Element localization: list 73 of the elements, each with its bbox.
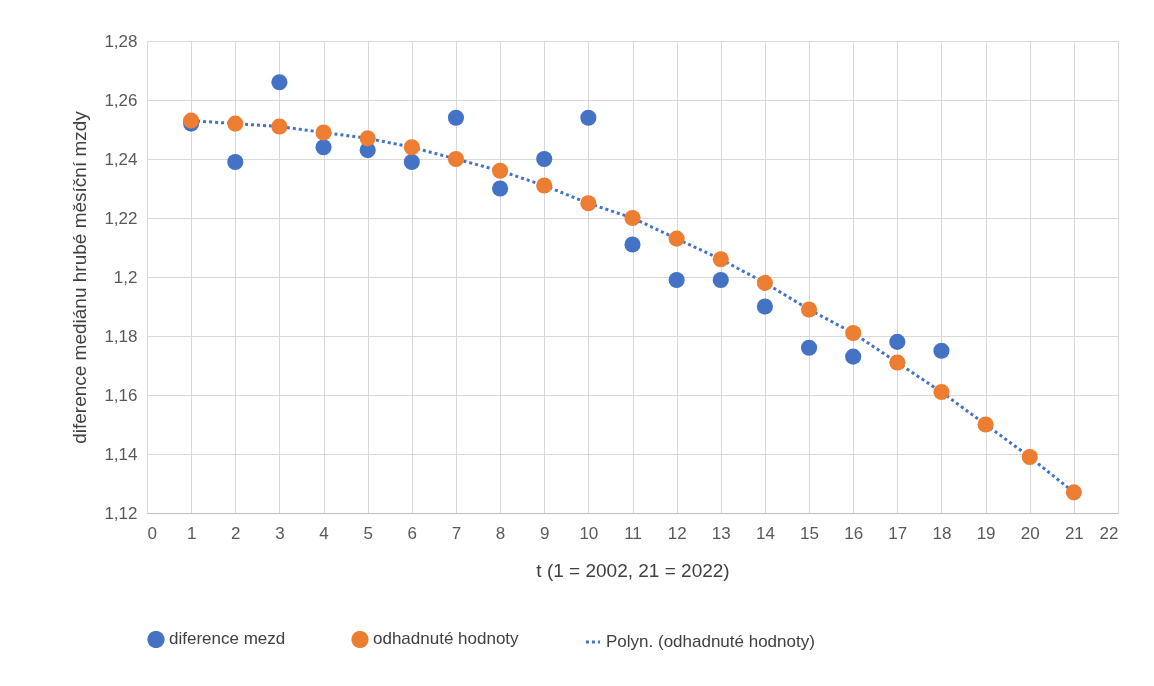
point — [889, 333, 906, 350]
point — [845, 325, 862, 342]
x-tick-label: 7 — [451, 523, 462, 543]
point — [403, 153, 420, 170]
point — [712, 251, 729, 268]
x-tick-label: 16 — [844, 523, 864, 543]
y-tick-label: 1,14 — [104, 444, 138, 464]
point — [536, 150, 553, 168]
y-tick-label: 1,2 — [113, 267, 138, 287]
legend-label: odhadnuté hodnoty — [373, 629, 520, 649]
point — [492, 180, 509, 197]
point — [756, 298, 773, 315]
y-tick-label: 1,26 — [104, 90, 138, 110]
x-tick-label: 10 — [579, 523, 599, 543]
point — [271, 118, 288, 135]
y-tick-label: 1,16 — [104, 385, 138, 405]
point — [359, 130, 376, 147]
x-tick-label: 6 — [407, 523, 418, 543]
y-axis-title: diference mediánu hrubé měsíční mzdy — [69, 110, 91, 444]
x-tick-label: 14 — [755, 523, 775, 543]
point — [800, 339, 818, 356]
x-tick-label: 12 — [667, 523, 687, 543]
x-tick-label: 4 — [319, 523, 329, 543]
point — [1021, 448, 1038, 465]
point — [403, 139, 420, 156]
y-tick-label: 1,12 — [104, 503, 138, 523]
point — [668, 271, 685, 288]
point — [1065, 484, 1082, 501]
y-tick-label: 1,24 — [104, 149, 138, 169]
x-tick-label: 18 — [932, 523, 952, 543]
y-tick-label: 1,18 — [104, 326, 138, 346]
point — [933, 342, 950, 359]
point — [315, 124, 332, 141]
point — [933, 384, 950, 401]
y-tick-label: 1,22 — [104, 208, 138, 228]
x-tick-label: 0 — [147, 523, 157, 543]
x-tick-label: 1 — [186, 523, 197, 543]
point — [756, 274, 773, 291]
x-tick-label: 3 — [275, 523, 285, 543]
x-axis-title: t (1 = 2002, 21 = 2022) — [536, 559, 730, 581]
point — [977, 416, 994, 433]
x-tick-label: 21 — [1064, 523, 1084, 543]
point — [800, 301, 818, 318]
point — [315, 139, 332, 156]
y-tick-label: 1,28 — [104, 31, 138, 51]
x-tick-label: 19 — [976, 523, 996, 543]
x-tick-label: 9 — [539, 523, 550, 543]
x-tick-label: 15 — [800, 523, 820, 543]
point — [624, 209, 641, 227]
x-tick-label: 13 — [711, 523, 731, 543]
point — [889, 354, 906, 371]
x-tick-label: 11 — [624, 523, 642, 543]
x-tick-label: 2 — [231, 523, 241, 543]
legend-label: diference mezd — [169, 629, 286, 649]
x-tick-label: 17 — [888, 523, 908, 543]
point — [227, 153, 244, 170]
point — [447, 150, 465, 168]
point — [845, 348, 862, 365]
point — [668, 230, 685, 247]
x-tick-label: 5 — [363, 523, 373, 543]
point — [447, 109, 465, 126]
point — [227, 115, 244, 132]
point — [492, 162, 509, 179]
x-tick-label: 22 — [1099, 523, 1119, 543]
legend-label: Polyn. (odhadnuté hodnoty) — [606, 632, 815, 651]
x-tick-label: 20 — [1020, 523, 1040, 543]
point — [580, 195, 597, 212]
point — [536, 177, 553, 194]
point — [712, 271, 729, 288]
point — [580, 109, 597, 126]
point — [624, 236, 641, 253]
x-tick-label: 8 — [495, 523, 506, 543]
point — [271, 74, 288, 91]
